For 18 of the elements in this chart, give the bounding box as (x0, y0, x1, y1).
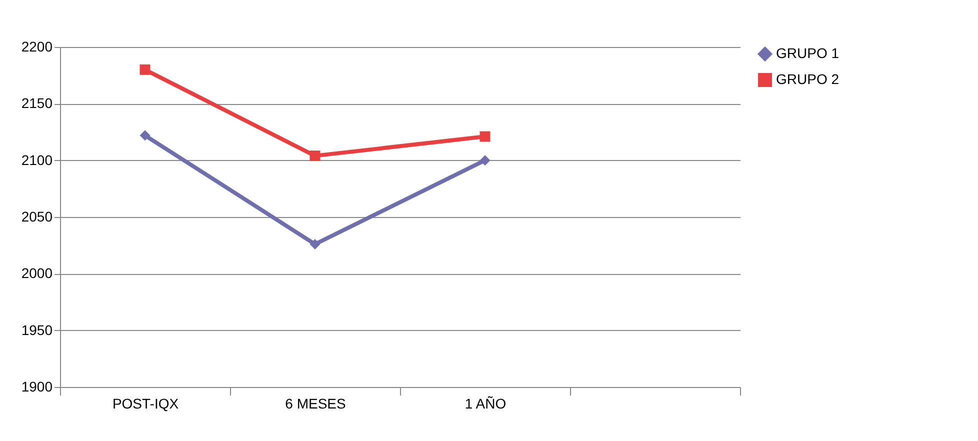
point (310, 150, 320, 162)
legend-label: GRUPO 1 (776, 45, 840, 61)
point (480, 155, 490, 166)
x-tick-label: 1 AÑO (464, 396, 506, 412)
y-tick-label: 2200 (21, 38, 53, 54)
point (140, 64, 150, 75)
y-tick-label: 2150 (21, 95, 53, 112)
legend-label: GRUPO 2 (776, 71, 840, 87)
y-tick-label: 1900 (21, 378, 53, 394)
point (140, 130, 150, 141)
x-tick-label: POST-IQX (112, 396, 180, 412)
y-tick-label: 1950 (21, 322, 53, 338)
x-tick-label: 6 MESES (285, 396, 346, 412)
point (310, 238, 320, 250)
y-tick-label: 2000 (21, 265, 53, 282)
y-tick-label: 2100 (21, 152, 53, 168)
point (480, 131, 490, 142)
y-tick-label: 2050 (21, 208, 53, 224)
